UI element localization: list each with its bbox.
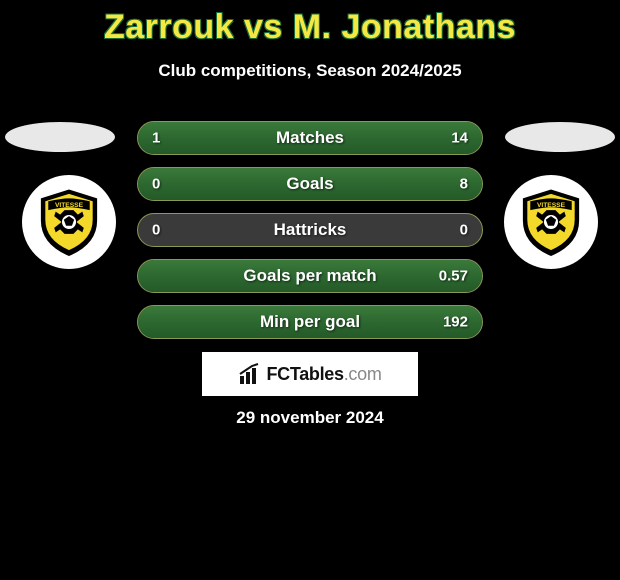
brand-box: FCTables.com — [202, 352, 418, 396]
brand-suffix: Tables — [290, 364, 344, 384]
crest-text: VITESSE — [55, 202, 84, 209]
brand-domain: .com — [344, 364, 382, 384]
stat-label: Hattricks — [138, 220, 482, 240]
chart-icon — [238, 362, 262, 386]
crest-icon: VITESSE — [514, 185, 588, 259]
stat-value-right: 14 — [451, 130, 468, 147]
club-badge-left: VITESSE — [22, 175, 116, 269]
player-photo-left — [5, 122, 115, 152]
stat-bar-hattricks: 0Hattricks0 — [137, 213, 483, 247]
stat-bar-goals_per_match: Goals per match0.57 — [137, 259, 483, 293]
brand-prefix: FC — [266, 364, 289, 384]
page-title: Zarrouk vs M. Jonathans — [0, 0, 620, 47]
stat-bar-goals: 0Goals8 — [137, 167, 483, 201]
stat-value-right: 192 — [443, 314, 468, 331]
club-badge-right: VITESSE — [504, 175, 598, 269]
stats-container: 1Matches140Goals80Hattricks0Goals per ma… — [137, 121, 483, 351]
crest-text: VITESSE — [537, 202, 566, 209]
stat-label: Min per goal — [138, 312, 482, 332]
stat-value-right: 8 — [460, 176, 468, 193]
subtitle: Club competitions, Season 2024/2025 — [0, 61, 620, 81]
date-line: 29 november 2024 — [0, 408, 620, 428]
brand-text: FCTables.com — [266, 364, 381, 385]
stat-bar-matches: 1Matches14 — [137, 121, 483, 155]
stat-label: Goals per match — [138, 266, 482, 286]
stat-label: Matches — [138, 128, 482, 148]
player-photo-right — [505, 122, 615, 152]
stat-bar-min_per_goal: Min per goal192 — [137, 305, 483, 339]
stat-label: Goals — [138, 174, 482, 194]
crest-icon: VITESSE — [32, 185, 106, 259]
stat-value-right: 0.57 — [439, 268, 468, 285]
stat-value-right: 0 — [460, 222, 468, 239]
